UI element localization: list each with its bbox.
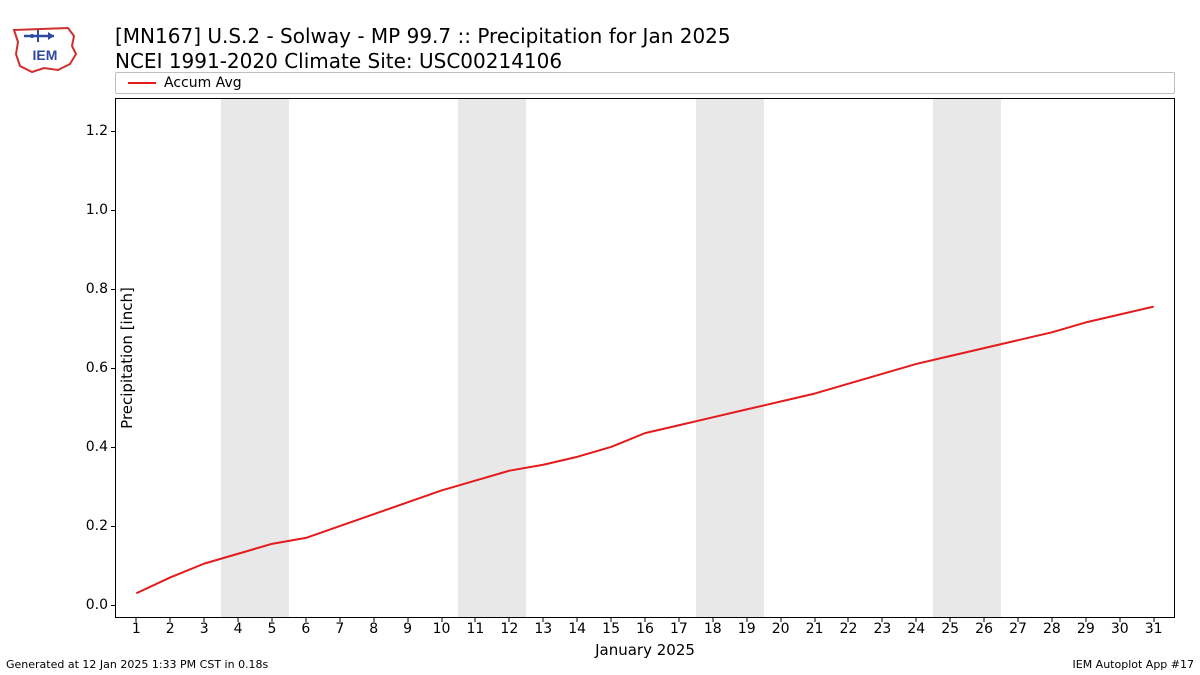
xtick-label: 10 bbox=[433, 621, 451, 637]
xtick-label: 26 bbox=[975, 621, 993, 637]
xtick-label: 27 bbox=[1009, 621, 1027, 637]
xtick-label: 25 bbox=[941, 621, 959, 637]
legend-label: Accum Avg bbox=[164, 75, 242, 91]
iem-logo: IEM bbox=[10, 20, 80, 75]
xtick-label: 5 bbox=[268, 621, 277, 637]
xtick-label: 22 bbox=[840, 621, 858, 637]
xtick-label: 15 bbox=[602, 621, 620, 637]
plot-area: Precipitation [inch] January 2025 0.00.2… bbox=[115, 98, 1175, 618]
xtick-label: 20 bbox=[772, 621, 790, 637]
ytick-label: 1.2 bbox=[68, 123, 116, 139]
ytick-label: 0.6 bbox=[68, 360, 116, 376]
xtick-label: 12 bbox=[500, 621, 518, 637]
xtick-label: 7 bbox=[335, 621, 344, 637]
xtick-label: 11 bbox=[467, 621, 485, 637]
xtick-label: 23 bbox=[873, 621, 891, 637]
xtick-label: 21 bbox=[806, 621, 824, 637]
legend-swatch bbox=[128, 82, 156, 84]
xtick-label: 6 bbox=[301, 621, 310, 637]
title-line-2: NCEI 1991-2020 Climate Site: USC00214106 bbox=[115, 49, 731, 74]
legend: Accum Avg bbox=[115, 72, 1175, 94]
xtick-label: 24 bbox=[907, 621, 925, 637]
ytick-label: 0.4 bbox=[68, 439, 116, 455]
xtick-label: 19 bbox=[738, 621, 756, 637]
line-series bbox=[116, 99, 1174, 617]
ytick-label: 0.2 bbox=[68, 518, 116, 534]
xtick-label: 3 bbox=[200, 621, 209, 637]
logo-text: IEM bbox=[33, 47, 58, 63]
x-axis-label: January 2025 bbox=[595, 641, 695, 659]
xtick-label: 30 bbox=[1111, 621, 1129, 637]
xtick-label: 8 bbox=[369, 621, 378, 637]
xtick-label: 9 bbox=[403, 621, 412, 637]
footer-app: IEM Autoplot App #17 bbox=[1073, 658, 1195, 671]
xtick-label: 29 bbox=[1077, 621, 1095, 637]
ytick-label: 1.0 bbox=[68, 202, 116, 218]
xtick-label: 28 bbox=[1043, 621, 1061, 637]
xtick-label: 17 bbox=[670, 621, 688, 637]
title-line-1: [MN167] U.S.2 - Solway - MP 99.7 :: Prec… bbox=[115, 24, 731, 49]
xtick-label: 1 bbox=[132, 621, 141, 637]
xtick-label: 13 bbox=[534, 621, 552, 637]
xtick-label: 31 bbox=[1145, 621, 1163, 637]
xtick-label: 14 bbox=[568, 621, 586, 637]
ytick-label: 0.0 bbox=[68, 597, 116, 613]
xtick-label: 4 bbox=[234, 621, 243, 637]
series-line bbox=[136, 307, 1153, 594]
xtick-label: 18 bbox=[704, 621, 722, 637]
ytick-label: 0.8 bbox=[68, 281, 116, 297]
xtick-label: 2 bbox=[166, 621, 175, 637]
chart-title: [MN167] U.S.2 - Solway - MP 99.7 :: Prec… bbox=[115, 24, 731, 74]
footer-generated: Generated at 12 Jan 2025 1:33 PM CST in … bbox=[6, 658, 268, 671]
xtick-label: 16 bbox=[636, 621, 654, 637]
